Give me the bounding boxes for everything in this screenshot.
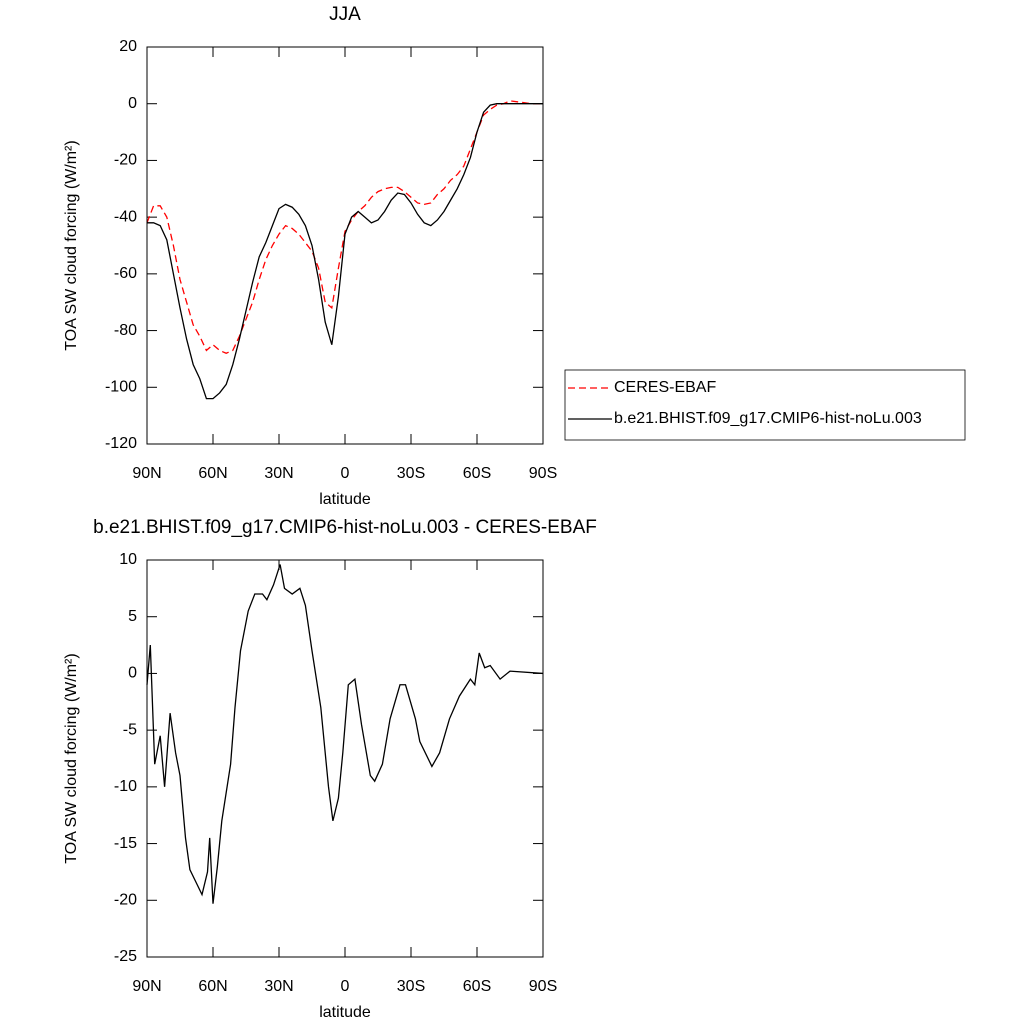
plot-frame [146,559,544,958]
x-tick-label: 60N [198,465,227,482]
data-line [146,100,543,354]
x-tick-label: 0 [341,978,350,995]
data-line [147,103,543,400]
y-axis-label: TOA SW cloud forcing (W/m²) [63,140,80,350]
x-tick-label: 30N [264,978,293,995]
y-tick-label: -20 [114,152,137,169]
y-axis-label: TOA SW cloud forcing (W/m²) [63,653,80,863]
data-line [146,564,544,904]
y-tick-label: 10 [119,551,137,568]
y-tick-label: -40 [114,208,137,225]
y-tick-label: -100 [105,379,137,396]
x-tick-label: 90S [529,978,557,995]
plot-frame [146,46,544,445]
panel: JJA latitude TOA SW cloud forcing (W/m²) 20… [63,4,966,508]
legend: CERES-EBAF b.e21.BHIST.f09_g17.CMIP6-hist… [564,369,966,441]
x-tick-label: 30S [397,978,425,995]
x-tick-label: 30S [397,465,425,482]
y-tick-label: 0 [128,95,137,112]
y-tick-label: -5 [123,721,137,738]
x-tick-label: 90N [132,465,161,482]
x-tick-label: 90N [132,978,161,995]
y-tick-label: -60 [114,265,137,282]
x-axis-label: latitude [319,1004,371,1021]
legend-label: CERES-EBAF [614,379,716,396]
y-tick-label: -120 [105,435,137,452]
x-tick-label: 60S [463,978,491,995]
y-tick-label: 0 [128,665,137,682]
x-tick-label: 90S [529,465,557,482]
panel: b.e21.BHIST.f09_g17.CMIP6-hist-noLu.003 … [63,517,597,1021]
legend-box [564,369,966,441]
y-tick-label: -80 [114,322,137,339]
x-tick-label: 0 [341,465,350,482]
x-tick-label: 60N [198,978,227,995]
y-tick-label: 20 [119,38,137,55]
x-axis-label: latitude [319,491,371,508]
x-tick-label: 30N [264,465,293,482]
y-tick-label: -15 [114,835,137,852]
chart-title: b.e21.BHIST.f09_g17.CMIP6-hist-noLu.003 … [93,517,597,538]
y-tick-label: 5 [128,608,137,625]
chart-title: JJA [329,4,361,25]
legend-label: b.e21.BHIST.f09_g17.CMIP6-hist-noLu.003 [614,410,922,427]
y-tick-label: -20 [114,892,137,909]
x-tick-label: 60S [463,465,491,482]
y-tick-label: -10 [114,778,137,795]
y-tick-label: -25 [114,948,137,965]
